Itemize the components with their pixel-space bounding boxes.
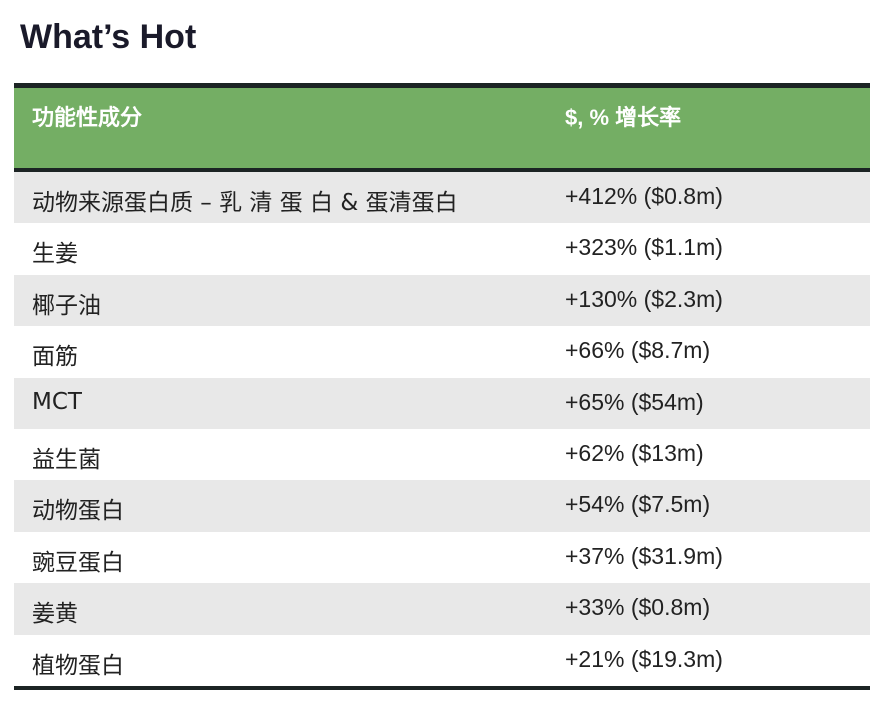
ingredient-cell: 面筋 xyxy=(32,344,78,371)
table-row: 植物蛋白 +21% ($19.3m) xyxy=(14,634,870,686)
table-header: 功能性成分 $, % 增长率 xyxy=(14,88,870,172)
growth-cell: +412% ($0.8m) xyxy=(565,183,723,209)
table-row: 动物蛋白 +54% ($7.5m) xyxy=(14,480,870,532)
growth-cell: +65% ($54m) xyxy=(565,388,704,415)
whats-hot-table: 功能性成分 $, % 增长率 动物来源蛋白质 – 乳 清 蛋 白 & 蛋清蛋白 +… xyxy=(14,83,870,690)
growth-cell: +21% ($19.3m) xyxy=(565,645,723,672)
growth-cell: +323% ($1.1m) xyxy=(565,234,723,261)
table-row: 生姜 +323% ($1.1m) xyxy=(14,223,870,275)
growth-cell: +33% ($0.8m) xyxy=(565,594,711,621)
table-row: 益生菌 +62% ($13m) xyxy=(14,428,870,481)
ingredient-cell: 益生菌 xyxy=(32,446,101,473)
header-growth: $, % 增长率 xyxy=(565,105,682,130)
table-row: 面筋 +66% ($8.7m) xyxy=(14,326,870,378)
table-row: 豌豆蛋白 +37% ($31.9m) xyxy=(14,531,870,584)
header-ingredient: 功能性成分 xyxy=(32,106,143,131)
ingredient-cell: 椰子油 xyxy=(32,292,101,319)
growth-cell: +130% ($2.3m) xyxy=(565,285,723,312)
growth-cell: +54% ($7.5m) xyxy=(565,491,711,518)
table-row: 动物来源蛋白质 – 乳 清 蛋 白 & 蛋清蛋白 +412% ($0.8m) xyxy=(14,172,870,224)
ingredient-cell: 生姜 xyxy=(32,241,78,268)
table-row: 姜黄 +33% ($0.8m) xyxy=(14,583,870,635)
table-row: MCT +65% ($54m) xyxy=(14,377,870,429)
ingredient-cell: 植物蛋白 xyxy=(32,652,124,679)
growth-cell: +37% ($31.9m) xyxy=(565,542,723,569)
ingredient-cell: 动物蛋白 xyxy=(32,498,124,525)
page-title: What’s Hot xyxy=(20,18,197,56)
ingredient-cell: 姜黄 xyxy=(32,601,78,628)
growth-cell: +62% ($13m) xyxy=(565,439,704,466)
growth-cell: +66% ($8.7m) xyxy=(565,337,711,364)
ingredient-cell: 豌豆蛋白 xyxy=(32,549,124,576)
table-row: 椰子油 +130% ($2.3m) xyxy=(14,274,870,327)
ingredient-cell: MCT xyxy=(32,388,82,415)
ingredient-cell: 动物来源蛋白质 – 乳 清 蛋 白 & 蛋清蛋白 xyxy=(32,190,458,216)
